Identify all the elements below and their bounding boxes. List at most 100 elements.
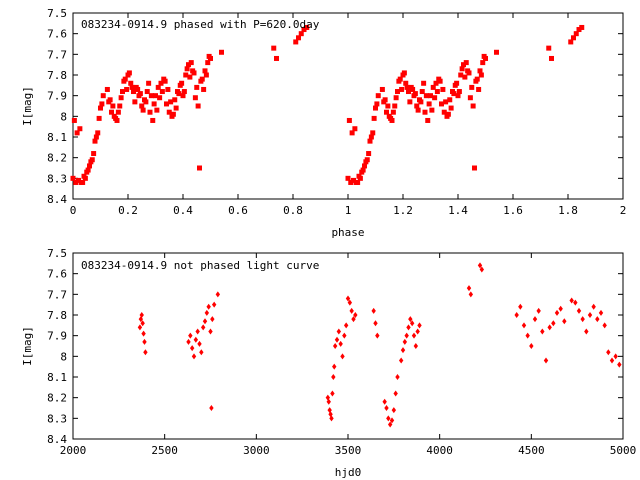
data-point-bottom bbox=[587, 312, 593, 318]
data-point-bottom bbox=[411, 332, 417, 339]
data-point-top bbox=[481, 53, 487, 59]
x-tick-label-top: 1.2 bbox=[393, 204, 413, 217]
y-tick-label-bottom: 8.1 bbox=[47, 371, 67, 384]
data-point-bottom bbox=[558, 305, 563, 312]
data-point-top bbox=[371, 115, 377, 121]
data-point-top bbox=[433, 80, 439, 86]
data-point-top bbox=[357, 175, 363, 181]
data-point-top bbox=[85, 167, 91, 173]
data-point-top bbox=[179, 80, 185, 86]
data-point-top bbox=[187, 74, 193, 80]
data-point-top bbox=[198, 78, 204, 84]
data-point-bottom bbox=[521, 322, 527, 329]
data-point-top bbox=[192, 95, 198, 101]
data-point-bottom bbox=[330, 390, 335, 397]
data-point-top bbox=[568, 39, 574, 45]
data-point-top bbox=[205, 60, 211, 66]
y-tick-label-top: 7.8 bbox=[47, 69, 67, 82]
y-tick-label-top: 7.6 bbox=[47, 28, 67, 41]
data-point-top bbox=[367, 138, 373, 144]
data-point-top bbox=[194, 84, 200, 90]
data-point-top bbox=[373, 105, 378, 111]
y-tick-label-top: 7.5 bbox=[47, 7, 67, 20]
data-point-top bbox=[173, 105, 179, 111]
data-point-top bbox=[390, 109, 396, 115]
data-point-top bbox=[296, 35, 301, 41]
data-point-bottom bbox=[336, 328, 342, 335]
data-point-top bbox=[346, 117, 352, 123]
data-point-top bbox=[362, 163, 367, 169]
data-point-top bbox=[132, 99, 138, 105]
data-point-bottom bbox=[398, 357, 404, 364]
x-tick-label-bottom: 5000 bbox=[610, 444, 637, 457]
data-point-bottom bbox=[413, 343, 419, 349]
y-tick-label-bottom: 8 bbox=[60, 350, 67, 363]
data-point-top bbox=[176, 91, 182, 97]
data-point-top bbox=[451, 91, 457, 97]
data-point-bottom bbox=[329, 415, 334, 422]
data-points-bottom bbox=[137, 262, 622, 428]
data-point-bottom bbox=[400, 347, 406, 354]
data-point-top bbox=[428, 93, 433, 99]
x-tick-label-top: 0.4 bbox=[173, 204, 193, 217]
data-point-bottom bbox=[617, 361, 622, 368]
tick-marks-bottom: 2000 2500 3000 3500 4000 4500 5000 7.5 7.6 7.7 7.8… bbox=[47, 247, 636, 457]
y-tick-label-top: 7.9 bbox=[47, 90, 67, 103]
data-point-bottom bbox=[415, 328, 420, 335]
y-tick-label-top: 8.2 bbox=[47, 152, 67, 165]
data-point-bottom bbox=[208, 328, 213, 335]
data-point-top bbox=[418, 99, 424, 105]
x-tick-label-top: 2 bbox=[620, 204, 627, 217]
data-point-top bbox=[463, 60, 469, 66]
data-point-top bbox=[147, 109, 153, 115]
data-point-top bbox=[348, 179, 354, 185]
data-point-top bbox=[164, 101, 169, 107]
data-point-bottom bbox=[404, 332, 409, 339]
y-axis-label-bottom: I[mag] bbox=[21, 326, 34, 366]
y-tick-label-bottom: 7.9 bbox=[47, 330, 67, 343]
data-point-top bbox=[131, 89, 136, 95]
data-point-bottom bbox=[554, 309, 560, 316]
data-point-bottom bbox=[334, 336, 340, 343]
data-point-bottom bbox=[591, 303, 596, 310]
y-tick-label-bottom: 8.3 bbox=[47, 412, 67, 425]
data-point-top bbox=[159, 89, 165, 95]
data-point-bottom bbox=[210, 316, 215, 323]
data-point-top bbox=[71, 117, 77, 123]
data-point-bottom bbox=[382, 398, 387, 405]
data-point-bottom bbox=[387, 421, 393, 428]
data-point-top bbox=[304, 24, 310, 30]
data-point-top bbox=[113, 115, 119, 121]
data-point-top bbox=[571, 35, 576, 41]
data-point-bottom bbox=[340, 353, 345, 360]
data-point-bottom bbox=[609, 357, 615, 364]
data-point-bottom bbox=[408, 316, 413, 323]
chart-title-top: 083234-0914.9 phased with P=620.0day bbox=[81, 18, 320, 31]
data-point-top bbox=[384, 109, 389, 115]
data-point-top bbox=[576, 27, 582, 33]
data-point-bottom bbox=[543, 357, 549, 364]
data-point-top bbox=[382, 97, 388, 103]
data-point-top bbox=[100, 93, 106, 99]
data-point-top bbox=[201, 86, 207, 92]
data-point-top bbox=[454, 80, 460, 86]
data-point-top bbox=[274, 55, 279, 61]
x-tick-label-bottom: 4000 bbox=[426, 444, 453, 457]
data-point-top bbox=[143, 99, 149, 105]
data-point-top bbox=[120, 89, 125, 95]
data-point-top bbox=[423, 93, 429, 99]
data-point-top bbox=[429, 107, 435, 113]
data-point-top bbox=[162, 78, 168, 84]
data-point-top bbox=[155, 84, 161, 90]
data-point-bottom bbox=[139, 312, 144, 318]
data-point-top bbox=[180, 93, 186, 99]
data-point-bottom bbox=[349, 307, 354, 314]
data-point-top bbox=[459, 66, 465, 72]
data-point-top bbox=[96, 115, 102, 121]
data-point-top bbox=[414, 103, 420, 109]
data-point-top bbox=[432, 95, 438, 101]
data-point-top bbox=[99, 101, 105, 107]
data-point-top bbox=[412, 91, 418, 97]
y-tick-label-bottom: 7.8 bbox=[47, 309, 67, 322]
